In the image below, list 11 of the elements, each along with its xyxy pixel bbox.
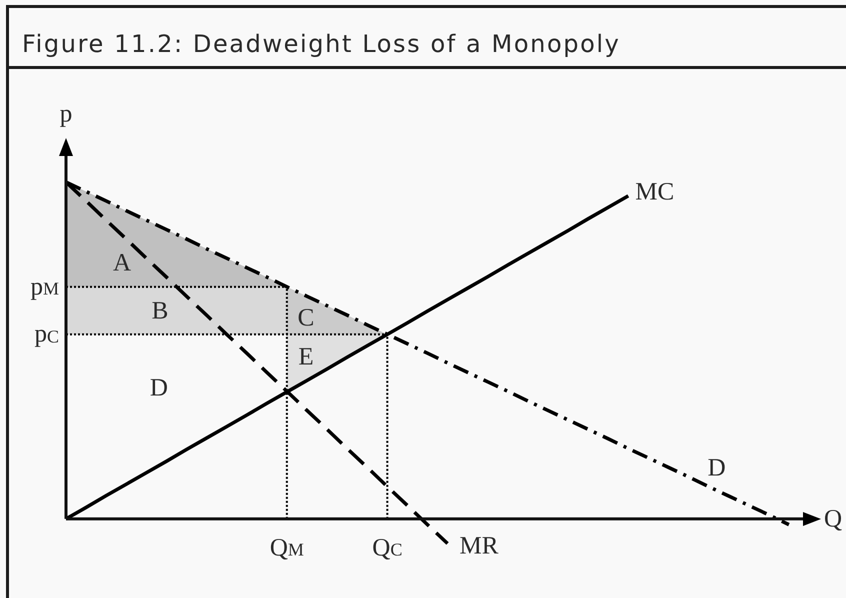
x-axis-title: Q (824, 505, 842, 532)
annotation: B (152, 297, 168, 324)
annotation: A (112, 249, 132, 276)
series-label: MC (635, 178, 674, 206)
chart-title: Figure 11.2: Deadweight Loss of a Monopoly (22, 30, 620, 58)
annotation: D (150, 374, 168, 402)
series-label: MR (460, 532, 498, 560)
y-axis-title: p (60, 100, 72, 128)
annotation: E (298, 343, 314, 370)
series-label: D (708, 454, 726, 482)
annotation: C (298, 304, 314, 332)
